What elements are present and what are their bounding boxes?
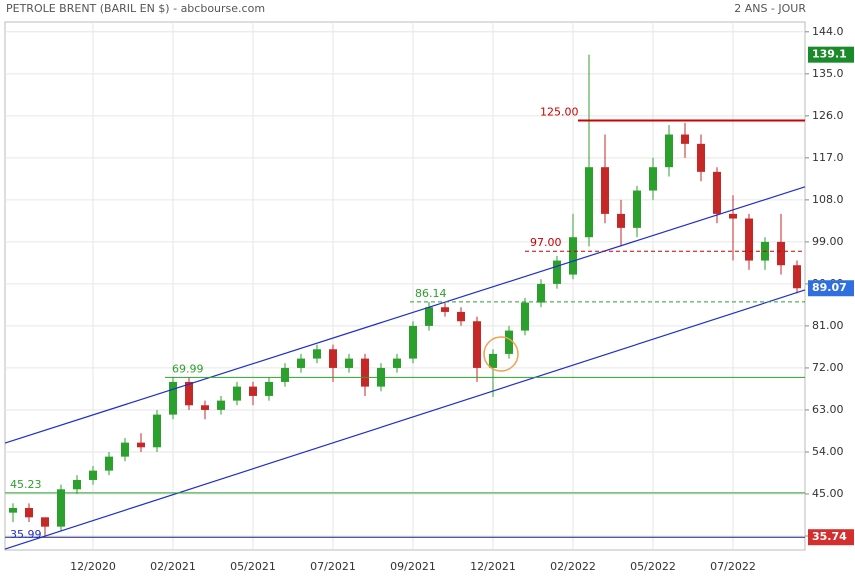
candle-body — [233, 386, 241, 401]
candle-body — [281, 367, 289, 382]
channel-line — [4, 186, 806, 444]
candle-body — [313, 349, 321, 359]
candle-body — [617, 213, 625, 228]
chart-title: PETROLE BRENT (BARIL EN $) - abcbourse.c… — [6, 2, 265, 15]
y-tick-label: 81.00 — [812, 319, 844, 332]
candle-body — [569, 237, 577, 275]
candle-body — [697, 143, 705, 172]
candle-body — [537, 283, 545, 303]
candle-body — [473, 321, 481, 368]
candle-body — [409, 325, 417, 359]
y-tick-label: 108.0 — [812, 193, 844, 206]
candle-body — [169, 381, 177, 415]
candle-body — [345, 358, 353, 368]
y-tick-label: 135.0 — [812, 67, 844, 80]
candle-body — [329, 349, 337, 368]
candle-body — [201, 405, 209, 410]
y-tick-label: 63.00 — [812, 403, 844, 416]
highlight-circle — [483, 336, 519, 372]
candle-body — [393, 358, 401, 368]
channel-line — [4, 289, 806, 550]
support-badge-bg — [808, 529, 854, 546]
candle-body — [665, 134, 673, 168]
candle-body — [441, 307, 449, 312]
candle-body — [25, 507, 33, 518]
candle-body — [73, 479, 81, 490]
candle-body — [105, 456, 113, 471]
candle-body — [361, 358, 369, 387]
plot-area — [4, 21, 806, 551]
candle-body — [745, 218, 753, 261]
series — [9, 54, 801, 537]
candle-body — [633, 190, 641, 228]
low-label: 35.99 — [10, 528, 42, 541]
y-tick-label: 99.00 — [812, 235, 844, 248]
level-label: 86.14 — [415, 287, 447, 300]
candle-body — [153, 414, 161, 448]
candle-body — [777, 241, 785, 266]
y-tick-label: 45.00 — [812, 487, 844, 500]
high-badge-bg — [808, 46, 854, 63]
grid — [5, 22, 805, 550]
y-tick-label: 144.0 — [812, 25, 844, 38]
candle-body — [137, 442, 145, 448]
candle-body — [521, 302, 529, 331]
x-tick-label: 09/2021 — [390, 560, 436, 573]
x-tick-label: 05/2021 — [230, 560, 276, 573]
x-tick-label: 12/2020 — [70, 560, 116, 573]
candle-body — [681, 134, 689, 144]
candle-body — [585, 167, 593, 238]
candle-body — [553, 260, 561, 284]
y-tick-label: 72.00 — [812, 361, 844, 374]
level-label: 97.00 — [530, 236, 562, 249]
level-label: 69.99 — [172, 362, 204, 375]
candle-body — [729, 213, 737, 219]
level-label: 45.23 — [10, 478, 42, 491]
candle-body — [57, 489, 65, 527]
chart-subtitle: 2 ANS - JOUR — [734, 2, 806, 15]
y-tick-label: 117.0 — [812, 151, 844, 164]
candle-body — [297, 358, 305, 368]
candle-body — [713, 171, 721, 214]
level-label: 125.00 — [540, 106, 579, 119]
candle-body — [505, 330, 513, 354]
candle-body — [425, 307, 433, 326]
x-tick-label: 07/2021 — [310, 560, 356, 573]
candle-body — [217, 400, 225, 410]
y-tick-label: 126.0 — [812, 109, 844, 122]
candle-body — [9, 507, 17, 513]
candle-body — [89, 470, 97, 480]
last-badge: 89.07 — [812, 281, 847, 294]
candle-body — [601, 167, 609, 214]
y-tick-label: 54.00 — [812, 445, 844, 458]
x-tick-label: 07/2022 — [710, 560, 756, 573]
x-tick-label: 12/2021 — [470, 560, 516, 573]
candle-body — [649, 167, 657, 191]
candle-body — [265, 381, 273, 396]
last-badge-bg — [808, 280, 854, 297]
x-tick-label: 02/2021 — [150, 560, 196, 573]
high-badge: 139.1 — [812, 48, 847, 61]
candle-body — [489, 353, 497, 368]
candle-body — [185, 381, 193, 406]
x-tick-label: 02/2022 — [550, 560, 596, 573]
x-tick-label: 05/2022 — [630, 560, 676, 573]
candle-body — [41, 517, 49, 527]
candle-body — [249, 386, 257, 396]
candle-body — [457, 311, 465, 322]
candle-body — [793, 265, 801, 289]
support-badge: 35.74 — [812, 530, 847, 543]
candle-body — [121, 442, 129, 457]
